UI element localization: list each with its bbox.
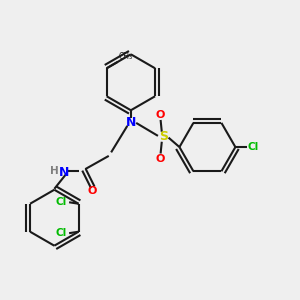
Text: N: N [59,166,69,178]
Text: Cl: Cl [248,142,259,152]
Text: O: O [88,186,97,196]
Text: O: O [156,154,165,164]
Text: CH₃: CH₃ [119,52,133,61]
Text: N: N [126,116,136,128]
Text: S: S [159,130,168,143]
Text: H: H [50,166,59,176]
Text: O: O [156,110,165,120]
Text: Cl: Cl [56,197,67,207]
Text: Cl: Cl [56,228,67,238]
